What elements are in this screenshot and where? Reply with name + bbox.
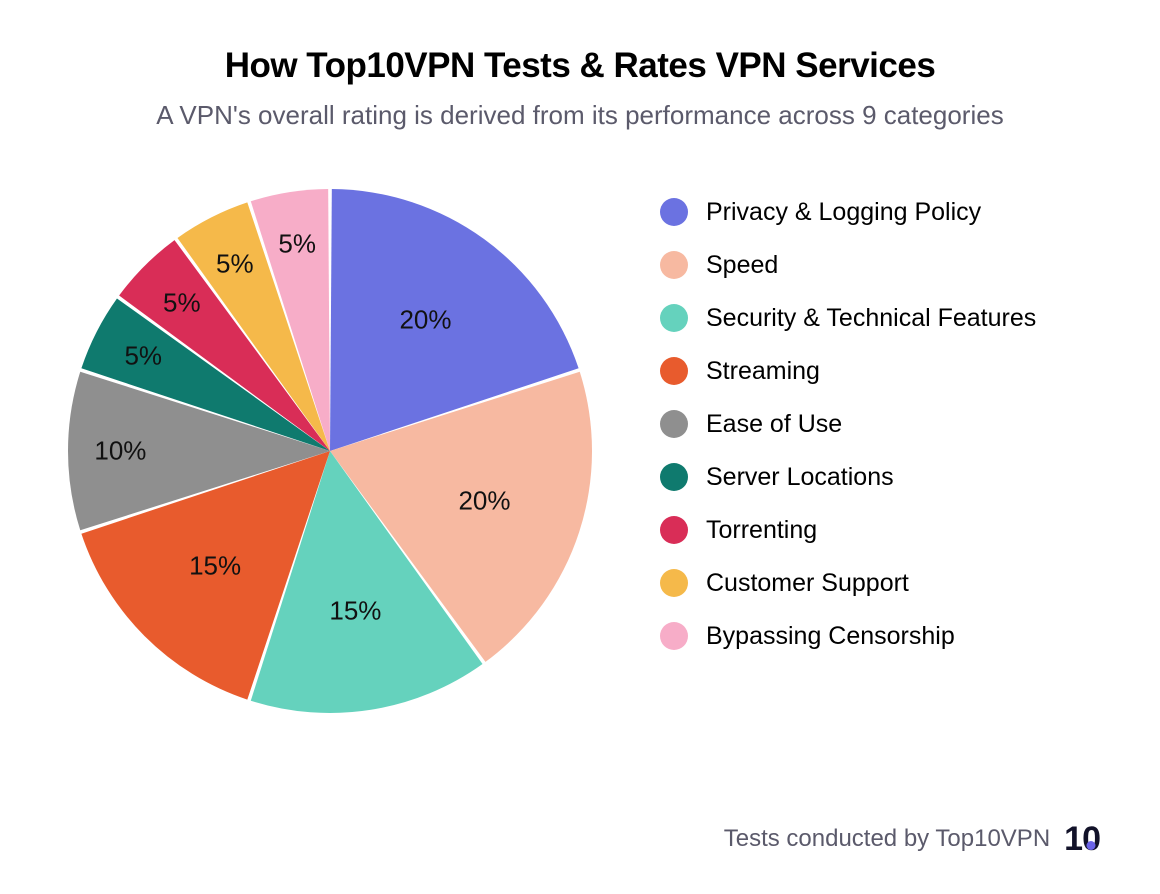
legend-label: Bypassing Censorship <box>706 622 955 651</box>
legend-item: Customer Support <box>660 569 1036 598</box>
chart-title: How Top10VPN Tests & Rates VPN Services <box>60 46 1100 86</box>
legend-item: Security & Technical Features <box>660 304 1036 333</box>
brand-logo: 10 <box>1064 822 1100 856</box>
legend-item: Ease of Use <box>660 410 1036 439</box>
slice-percent-label: 20% <box>458 486 510 517</box>
slice-percent-label: 20% <box>399 304 451 335</box>
slice-percent-label: 10% <box>94 436 146 467</box>
legend-item: Torrenting <box>660 516 1036 545</box>
slice-percent-label: 5% <box>163 287 201 318</box>
legend: Privacy & Logging Policy Speed Security & … <box>660 198 1036 675</box>
legend-item: Bypassing Censorship <box>660 622 1036 651</box>
legend-label: Security & Technical Features <box>706 304 1036 333</box>
legend-swatch-icon <box>660 463 688 491</box>
logo-one: 1 <box>1064 820 1082 858</box>
footer-text: Tests conducted by Top10VPN <box>724 825 1050 853</box>
slice-percent-label: 5% <box>278 228 316 259</box>
slice-percent-label: 5% <box>124 340 162 371</box>
legend-label: Streaming <box>706 357 820 386</box>
legend-swatch-icon <box>660 357 688 385</box>
slice-percent-label: 15% <box>189 550 241 581</box>
logo-dot-icon <box>1087 841 1096 850</box>
legend-swatch-icon <box>660 251 688 279</box>
slice-percent-label: 15% <box>329 596 381 627</box>
chart-subtitle: A VPN's overall rating is derived from i… <box>60 100 1100 131</box>
legend-item: Server Locations <box>660 463 1036 492</box>
legend-item: Streaming <box>660 357 1036 386</box>
footer: Tests conducted by Top10VPN 10 <box>724 822 1100 856</box>
legend-label: Speed <box>706 251 778 280</box>
legend-label: Torrenting <box>706 516 817 545</box>
infographic-card: How Top10VPN Tests & Rates VPN Services … <box>0 0 1160 894</box>
pie-chart: 20%20%15%15%10%5%5%5%5% <box>60 181 600 721</box>
legend-label: Customer Support <box>706 569 909 598</box>
legend-swatch-icon <box>660 410 688 438</box>
legend-swatch-icon <box>660 622 688 650</box>
legend-swatch-icon <box>660 569 688 597</box>
logo-zero: 0 <box>1082 822 1100 856</box>
chart-content: 20%20%15%15%10%5%5%5%5% Privacy & Loggin… <box>60 181 1100 721</box>
slice-percent-label: 5% <box>216 249 254 280</box>
legend-item: Privacy & Logging Policy <box>660 198 1036 227</box>
legend-label: Privacy & Logging Policy <box>706 198 981 227</box>
legend-swatch-icon <box>660 198 688 226</box>
legend-label: Ease of Use <box>706 410 842 439</box>
legend-item: Speed <box>660 251 1036 280</box>
legend-label: Server Locations <box>706 463 894 492</box>
legend-swatch-icon <box>660 304 688 332</box>
legend-swatch-icon <box>660 516 688 544</box>
